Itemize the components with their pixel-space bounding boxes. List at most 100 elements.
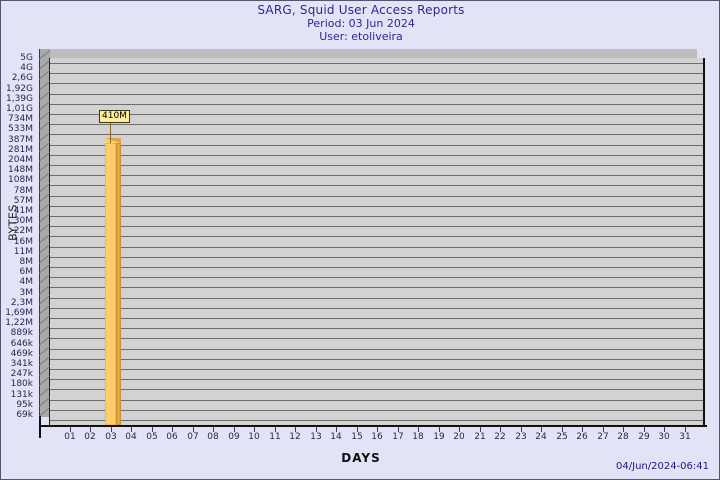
y-axis-tick-label: 646k: [10, 339, 33, 349]
x-axis-tick-label: 03: [105, 432, 117, 442]
y-axis-tick-label: 3M: [19, 288, 34, 298]
y-axis-tick-label: 78M: [13, 186, 33, 196]
bar-front-face: [105, 143, 116, 425]
gridline: [50, 226, 703, 227]
y-axis-tick-label: 108M: [8, 175, 33, 185]
gridline: [50, 73, 703, 74]
x-axis-tick-label: 04: [125, 432, 137, 442]
x-axis-tick: [562, 427, 563, 432]
gridline: [50, 379, 703, 380]
y-axis-tick-label: 180k: [10, 379, 33, 389]
x-axis-tick-label: 10: [248, 432, 260, 442]
gridline: [50, 206, 703, 207]
x-axis-tick-label: 08: [207, 432, 219, 442]
gridline: [50, 155, 703, 156]
x-axis-tick: [582, 427, 583, 432]
gridline: [50, 359, 703, 360]
gridline: [50, 196, 703, 197]
bar-label-stem: [110, 123, 111, 143]
y-axis-tick-label: 41M: [13, 206, 33, 216]
gridline: [50, 63, 703, 64]
page-title: SARG, Squid User Access Reports: [257, 3, 465, 17]
x-axis-line: [39, 425, 707, 427]
gridline: [50, 298, 703, 299]
y-axis-tick-label: 6M: [19, 267, 34, 277]
x-axis-tick: [275, 427, 276, 432]
plot-top-wall: [39, 49, 697, 58]
gridline: [50, 277, 703, 278]
bar-value-label: 410M: [99, 110, 130, 123]
x-axis-tick: [418, 427, 419, 432]
y-axis-tick-label: 387M: [8, 135, 33, 145]
x-axis-tick: [398, 427, 399, 432]
x-axis-tick: [152, 427, 153, 432]
x-axis-tick: [111, 427, 112, 432]
x-axis-tick-label: 30: [658, 432, 670, 442]
y-axis-tick-label: 533M: [8, 124, 33, 134]
gridline: [50, 165, 703, 166]
x-axis-tick-label: 31: [679, 432, 691, 442]
y-axis-tick-label: 1,01G: [5, 104, 33, 114]
gridline: [50, 308, 703, 309]
x-axis-tick: [459, 427, 460, 432]
generated-timestamp: 04/Jun/2024-06:41: [616, 461, 709, 472]
y-axis-tick-label: 341k: [10, 359, 33, 369]
x-axis-tick-label: 07: [187, 432, 199, 442]
y-axis-tick-label: 30M: [13, 216, 33, 226]
y-axis-tick-label: 1,39G: [5, 94, 33, 104]
x-axis-tick-label: 12: [289, 432, 301, 442]
x-axis-tick: [664, 427, 665, 432]
x-axis-tick: [193, 427, 194, 432]
gridline: [50, 410, 703, 411]
y-axis-tick-label: 2,3M: [10, 298, 33, 308]
y-axis-tick-label: 11M: [13, 247, 33, 257]
gridline: [50, 216, 703, 217]
y-axis-tick-label: 4G: [20, 63, 33, 73]
x-axis-tick: [377, 427, 378, 432]
x-axis-tick-label: 18: [412, 432, 424, 442]
y-axis-tick-label: 57M: [13, 196, 33, 206]
gridline: [50, 257, 703, 258]
x-axis-tick-label: 17: [392, 432, 404, 442]
x-axis-tick-label: 01: [64, 432, 76, 442]
x-axis-tick-label: 19: [433, 432, 445, 442]
x-axis-tick-label: 15: [351, 432, 363, 442]
gridline: [50, 94, 703, 95]
y-axis-tick-label: 69k: [16, 410, 33, 420]
bar-side-face: [116, 143, 121, 425]
y-axis-tick-label: 281M: [8, 145, 33, 155]
x-axis-tick: [254, 427, 255, 432]
x-axis-tick: [295, 427, 296, 432]
gridline: [50, 369, 703, 370]
x-axis-tick-label: 14: [330, 432, 342, 442]
y-axis-tick-label: 734M: [8, 114, 33, 124]
report-header: SARG, Squid User Access Reports Period: …: [1, 3, 720, 44]
x-axis-tick-label: 24: [535, 432, 547, 442]
gridline: [50, 104, 703, 105]
x-axis-tick: [316, 427, 317, 432]
x-axis-tick: [336, 427, 337, 432]
gridline: [50, 338, 703, 339]
x-axis-tick-label: 05: [146, 432, 158, 442]
y-axis-tick-label: 247k: [10, 369, 33, 379]
gridline: [50, 328, 703, 329]
y-axis-tick-label: 889k: [10, 328, 33, 338]
x-axis-tick: [90, 427, 91, 432]
x-axis-tick-label: 26: [576, 432, 588, 442]
x-axis-tick: [357, 427, 358, 432]
gridline: [50, 318, 703, 319]
x-axis-tick: [70, 427, 71, 432]
y-axis-tick-label: 22M: [13, 226, 33, 236]
x-axis-title: DAYS: [341, 451, 381, 465]
y-axis-tick-label: 1,92G: [5, 84, 33, 94]
x-axis-tick: [644, 427, 645, 432]
x-axis-tick-label: 11: [269, 432, 281, 442]
x-axis-tick-label: 02: [84, 432, 96, 442]
y-axis-tick-label: 5G: [20, 53, 33, 63]
report-user: User: etoliveira: [319, 30, 403, 43]
y-axis-line: [39, 416, 41, 438]
x-axis-tick-label: 29: [638, 432, 650, 442]
gridline: [50, 114, 703, 115]
y-axis-tick-label: 1,69M: [5, 308, 33, 318]
